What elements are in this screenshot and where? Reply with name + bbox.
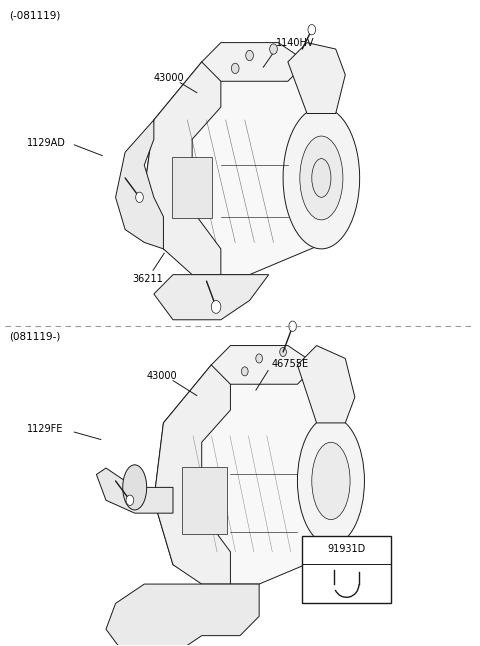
Circle shape <box>289 321 297 331</box>
Polygon shape <box>144 62 221 275</box>
Circle shape <box>211 300 221 313</box>
Text: 1140HV: 1140HV <box>276 37 314 48</box>
Text: 1129FE: 1129FE <box>27 424 63 434</box>
Circle shape <box>126 495 134 505</box>
Polygon shape <box>298 346 355 423</box>
Polygon shape <box>116 120 163 249</box>
Ellipse shape <box>283 107 360 249</box>
Bar <box>302 536 391 603</box>
Text: (-081119): (-081119) <box>9 10 60 21</box>
Text: 46755E: 46755E <box>271 359 308 369</box>
Polygon shape <box>202 43 307 81</box>
Polygon shape <box>211 346 317 384</box>
Polygon shape <box>106 584 259 646</box>
Ellipse shape <box>312 159 331 197</box>
Text: 91931D: 91931D <box>327 545 366 554</box>
Polygon shape <box>96 468 173 513</box>
FancyBboxPatch shape <box>172 158 212 218</box>
Circle shape <box>136 192 144 202</box>
Circle shape <box>246 50 253 61</box>
Ellipse shape <box>298 417 364 545</box>
Polygon shape <box>154 275 269 320</box>
Polygon shape <box>154 365 355 584</box>
Text: 43000: 43000 <box>147 371 177 381</box>
Circle shape <box>308 25 316 35</box>
Polygon shape <box>154 365 230 584</box>
Text: (081119-): (081119-) <box>9 331 60 341</box>
Polygon shape <box>288 43 345 114</box>
Text: 43000: 43000 <box>154 73 184 83</box>
Ellipse shape <box>312 443 350 519</box>
Circle shape <box>270 44 277 54</box>
Circle shape <box>256 354 263 363</box>
Circle shape <box>241 367 248 376</box>
Ellipse shape <box>300 136 343 220</box>
FancyBboxPatch shape <box>181 467 227 534</box>
Circle shape <box>231 63 239 74</box>
Polygon shape <box>144 62 345 275</box>
Ellipse shape <box>123 465 147 510</box>
Circle shape <box>280 348 287 357</box>
Text: 1129AD: 1129AD <box>27 138 66 147</box>
Text: 36211: 36211 <box>132 274 163 284</box>
